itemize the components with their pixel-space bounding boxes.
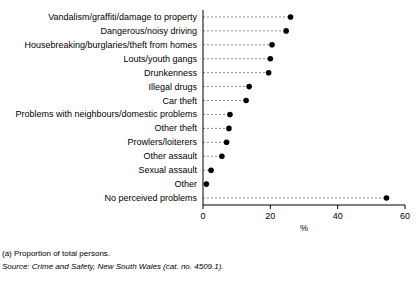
leader-line xyxy=(203,114,230,115)
leader-line xyxy=(203,86,249,87)
category-label: Other assault xyxy=(143,151,197,161)
dot xyxy=(268,56,274,62)
dot xyxy=(269,42,275,48)
leader-line xyxy=(203,156,222,157)
y-axis-line xyxy=(203,10,204,205)
chart-container: Vandalism/graffiti/damage to property Dan… xyxy=(0,0,416,283)
dot xyxy=(288,14,294,20)
category-label: Other xyxy=(174,179,197,189)
leader-line xyxy=(203,198,386,199)
leader-line xyxy=(203,16,291,17)
x-tick xyxy=(405,205,406,209)
category-label: Drunkenness xyxy=(144,68,198,78)
dot xyxy=(246,84,252,90)
dot xyxy=(384,195,390,201)
leader-line xyxy=(203,58,270,59)
leader-line xyxy=(203,128,229,129)
dot xyxy=(243,98,249,104)
x-axis-label: % xyxy=(300,223,308,233)
dot xyxy=(227,112,233,118)
category-label: Sexual assault xyxy=(138,165,197,175)
x-tick xyxy=(337,205,338,209)
chart-svg: Vandalism/graffiti/damage to property Dan… xyxy=(0,0,416,283)
dot xyxy=(208,167,214,173)
leader-line xyxy=(203,100,246,101)
annotation: (a) Proportion of total persons. xyxy=(2,249,110,258)
dot xyxy=(283,28,289,34)
x-tick-label: 20 xyxy=(265,211,275,221)
category-label: Housebreaking/burglaries/theft from home… xyxy=(24,40,197,50)
leader-line xyxy=(203,72,269,73)
annotation: Source: Crime and Safety, New South Wale… xyxy=(2,262,224,271)
leader-line xyxy=(203,142,227,143)
x-tick-label: 60 xyxy=(400,211,410,221)
dot xyxy=(224,140,230,146)
x-tick-label: 40 xyxy=(333,211,343,221)
dot xyxy=(219,153,225,159)
category-label: Illegal drugs xyxy=(148,82,197,92)
x-tick-label: 0 xyxy=(200,211,205,221)
category-label: Problems with neighbours/domestic proble… xyxy=(15,109,197,119)
dot xyxy=(266,70,272,76)
category-label: Prowlers/loiterers xyxy=(127,137,197,147)
dot xyxy=(226,126,232,132)
category-label: Other theft xyxy=(154,123,197,133)
x-tick xyxy=(203,205,204,209)
category-label: No perceived problems xyxy=(104,193,197,203)
x-axis-line xyxy=(203,205,405,206)
dot xyxy=(204,181,210,187)
category-label: Vandalism/graffiti/damage to property xyxy=(48,12,197,22)
category-label: Car theft xyxy=(162,96,197,106)
category-label: Louts/youth gangs xyxy=(123,54,197,64)
leader-line xyxy=(203,44,272,45)
category-label: Dangerous/noisy driving xyxy=(100,26,197,36)
leader-line xyxy=(203,30,286,31)
x-tick xyxy=(270,205,271,209)
marks xyxy=(203,14,389,201)
